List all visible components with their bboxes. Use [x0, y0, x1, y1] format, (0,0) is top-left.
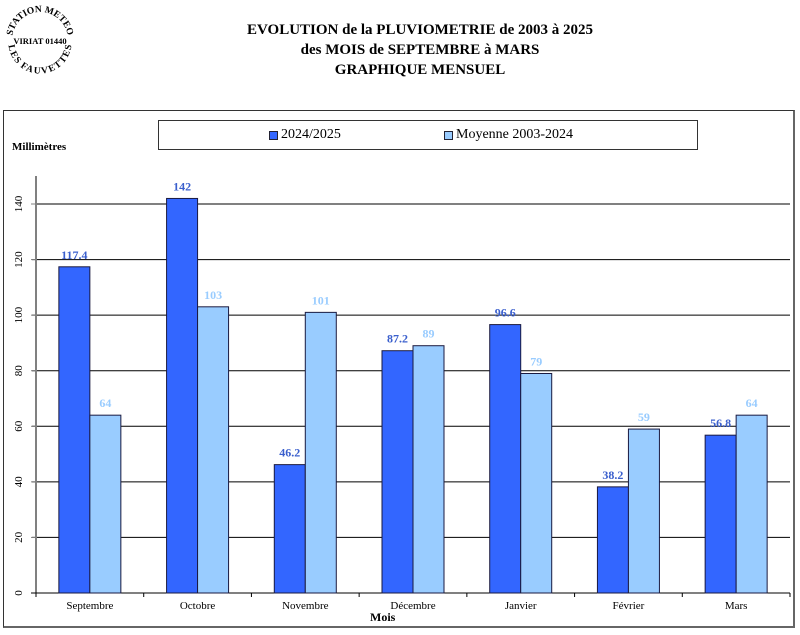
- chart-title: EVOLUTION de la PLUVIOMETRIE de 2003 à 2…: [200, 20, 640, 80]
- data-label: 59: [638, 410, 650, 424]
- chart-frame: [3, 110, 795, 628]
- bar-2024-2025: [489, 324, 522, 594]
- bar-moyenne: [520, 372, 553, 594]
- y-axis-title: Millimètres: [12, 141, 67, 153]
- data-label: 56.8: [710, 416, 731, 430]
- title-line-2: des MOIS de SEPTEMBRE à MARS: [300, 42, 540, 58]
- legend-swatch-dark-blue: [269, 130, 278, 140]
- bar-2024-2025: [381, 350, 414, 594]
- x-tick-label: Janvier: [505, 600, 537, 612]
- legend-item-2024-2025: 2024/2025: [269, 127, 341, 143]
- legend-item-moyenne: Moyenne 2003-2024: [444, 127, 573, 143]
- y-tick-label: 120: [13, 251, 25, 268]
- data-label: 101: [312, 293, 330, 307]
- bar-moyenne: [627, 428, 660, 594]
- legend-label: Moyenne 2003-2024: [456, 127, 574, 142]
- legend-label: 2024/2025: [281, 127, 341, 142]
- station-stamp-logo: STATION METEO VIRIAT 01440 LES FAUVETTES: [4, 4, 76, 77]
- data-label: 46.2: [279, 446, 300, 460]
- y-tick-label: 0: [13, 590, 25, 596]
- x-tick-label: Octobre: [180, 600, 216, 612]
- data-label: 79: [530, 354, 542, 368]
- data-label: 64: [746, 396, 758, 410]
- legend-swatch-light-blue: [444, 130, 453, 140]
- bar-moyenne: [197, 306, 230, 594]
- title-line-3: GRAPHIQUE MENSUEL: [334, 62, 506, 78]
- x-tick-label: Mars: [725, 600, 748, 612]
- y-tick-label: 60: [13, 420, 25, 432]
- x-tick-label: Décembre: [390, 600, 435, 612]
- bar-moyenne: [412, 345, 445, 594]
- y-tick-label: 20: [13, 531, 25, 543]
- y-tick-label: 100: [13, 306, 25, 323]
- x-axis-title: Mois: [370, 610, 396, 624]
- data-label: 117.4: [61, 248, 87, 262]
- y-tick-label: 140: [13, 195, 25, 212]
- title-line-1: EVOLUTION de la PLUVIOMETRIE de 2003 à 2…: [247, 22, 593, 38]
- x-tick-label: Septembre: [66, 600, 113, 612]
- data-label: 64: [99, 396, 111, 410]
- x-tick-label: Février: [613, 600, 645, 612]
- data-label: 89: [423, 327, 435, 341]
- bar-moyenne: [735, 414, 768, 594]
- y-tick-label: 40: [13, 476, 25, 488]
- data-label: 38.2: [602, 468, 623, 482]
- bar-moyenne: [304, 311, 337, 594]
- data-label: 142: [173, 179, 191, 193]
- stamp-center-text: VIRIAT 01440: [13, 36, 66, 46]
- bar-2024-2025: [704, 434, 737, 594]
- data-label: 96.6: [495, 306, 516, 320]
- data-label: 103: [204, 288, 222, 302]
- bar-2024-2025: [273, 464, 306, 594]
- bar-moyenne: [89, 414, 122, 594]
- y-tick-label: 80: [13, 365, 25, 377]
- bar-2024-2025: [596, 486, 629, 594]
- data-label: 87.2: [387, 332, 408, 346]
- bar-2024-2025: [58, 266, 91, 594]
- chart-legend: 2024/2025 Moyenne 2003-2024: [158, 120, 698, 150]
- bar-2024-2025: [166, 197, 199, 594]
- x-tick-label: Novembre: [282, 600, 329, 612]
